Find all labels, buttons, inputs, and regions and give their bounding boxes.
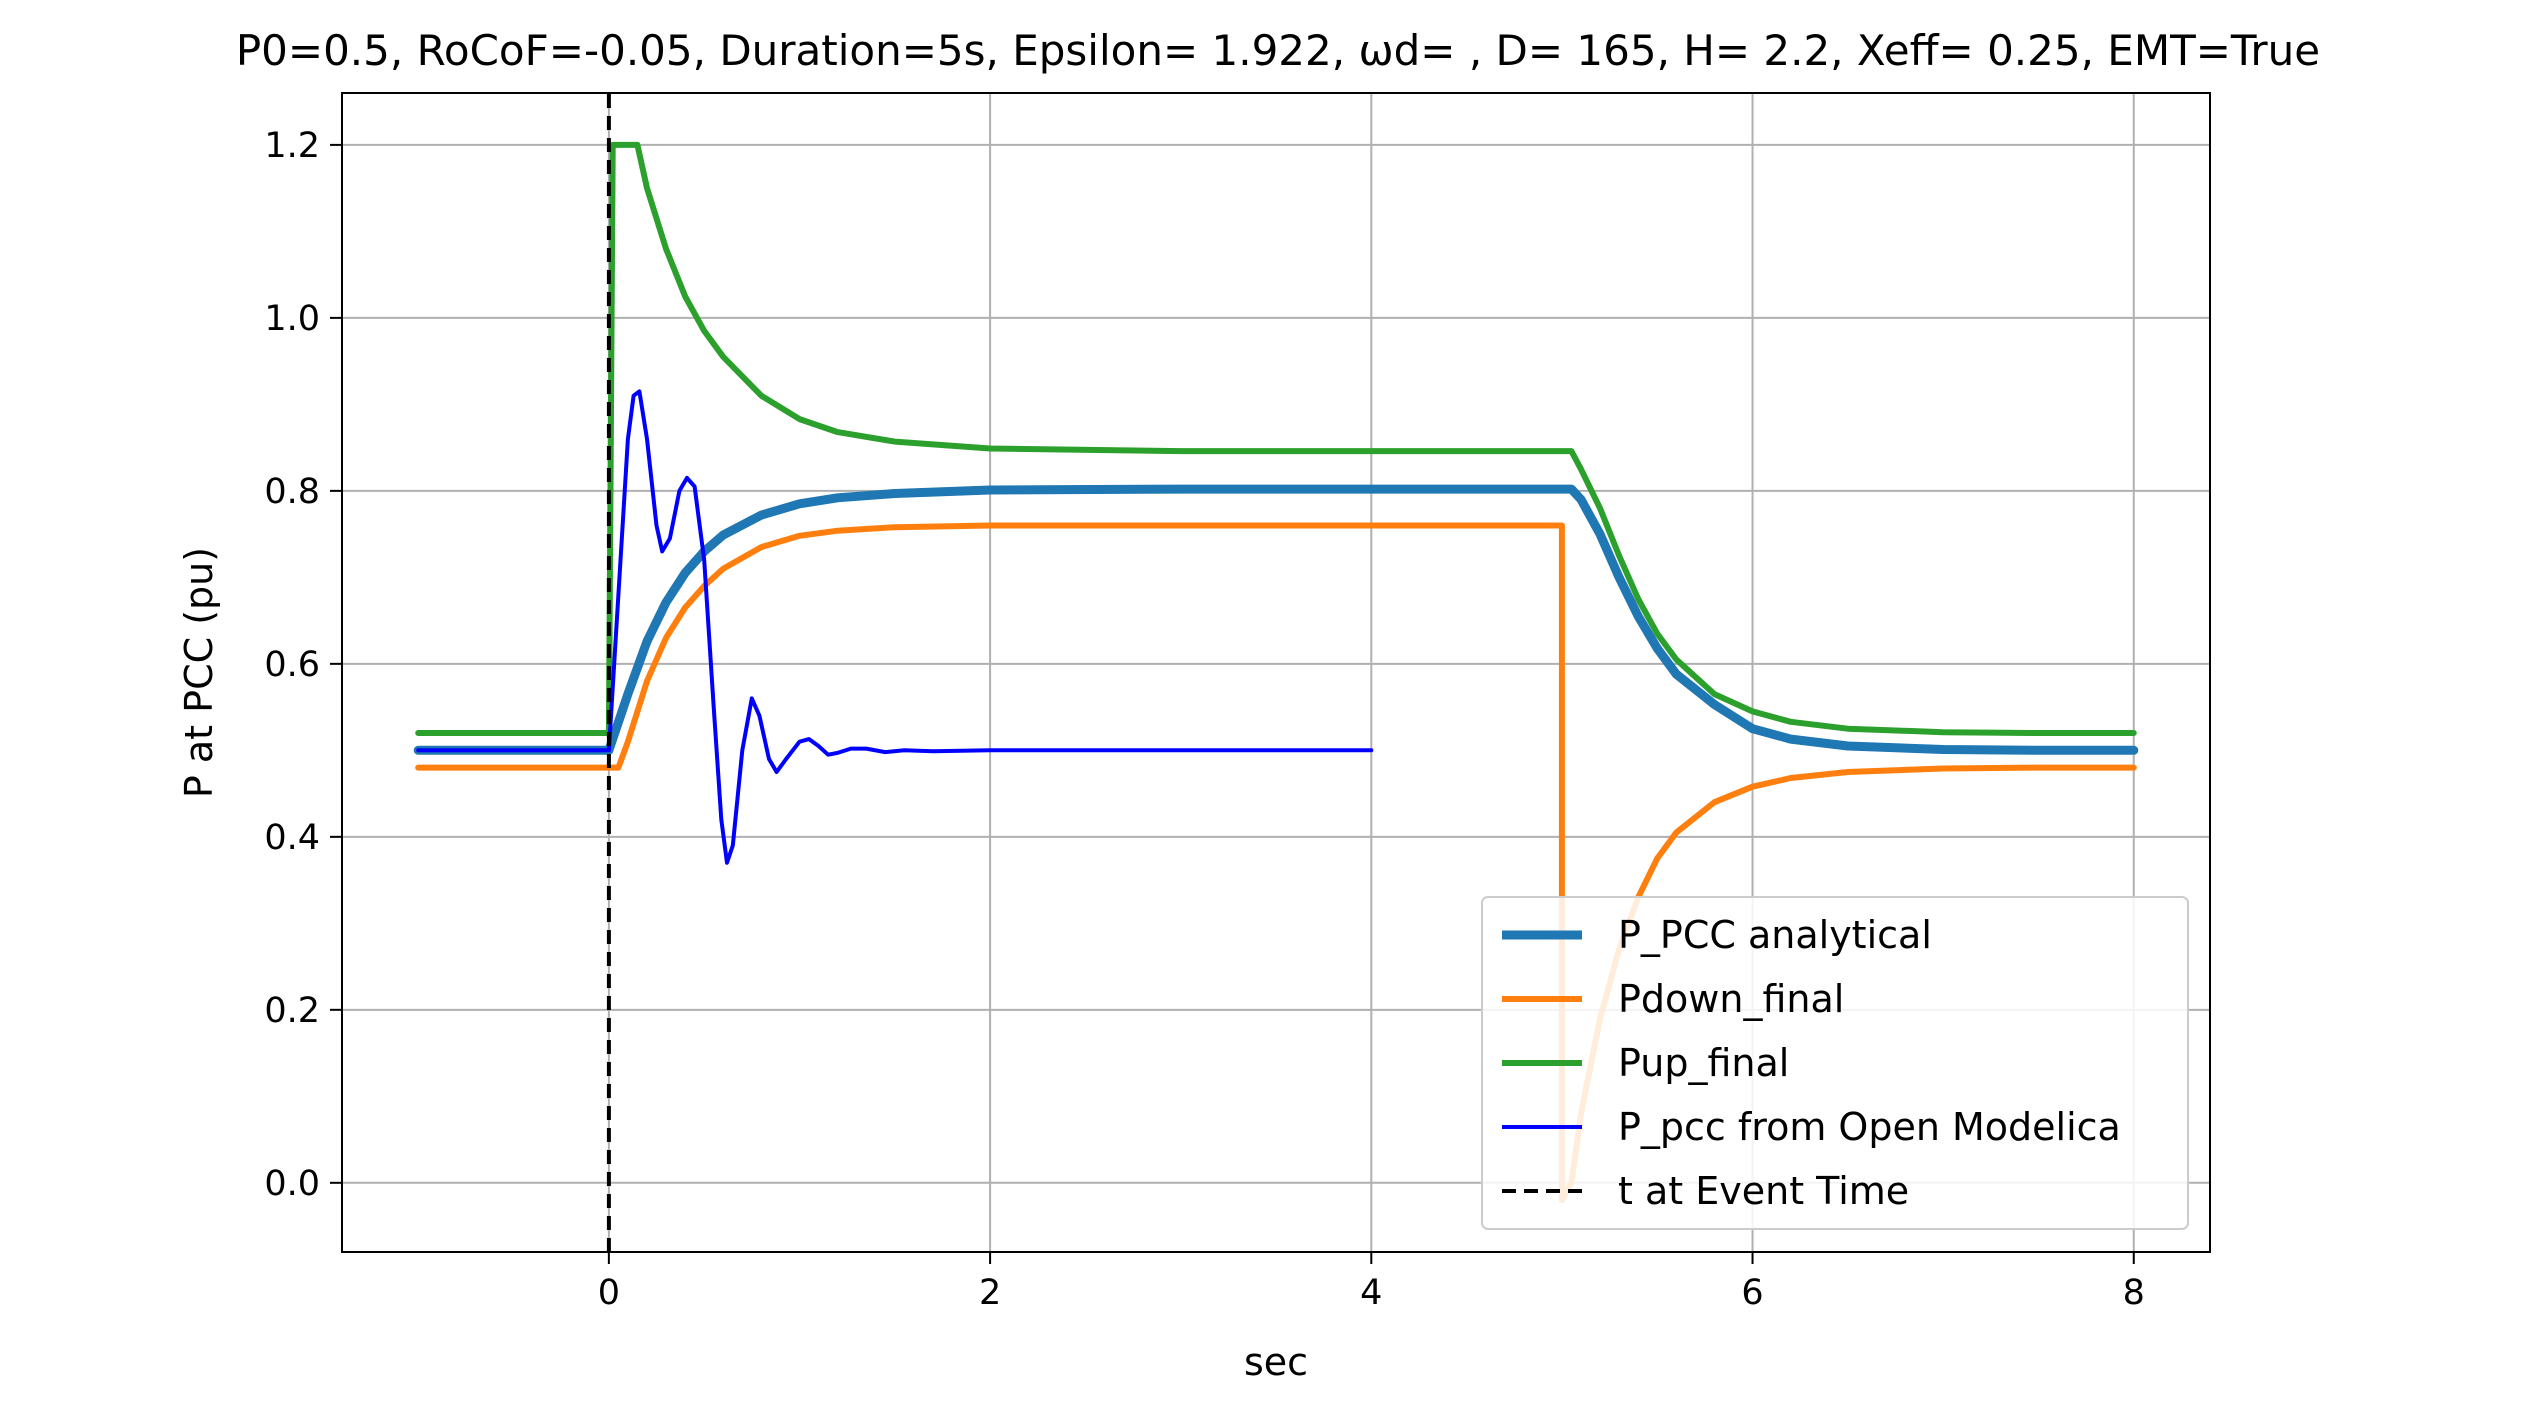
x-tick-label: 2 — [979, 1273, 1001, 1313]
x-axis-label: sec — [1244, 1340, 1308, 1384]
series-line-2 — [415, 522, 2137, 1204]
legend-label: P_PCC analytical — [1618, 913, 1932, 957]
y-tick-label: 0.4 — [264, 818, 320, 858]
y-tick-label: 0.8 — [264, 472, 320, 512]
series-lines — [413, 93, 2139, 1252]
legend: P_PCC analytical Pdown_final Pup_final P_pc… — [1481, 896, 2189, 1230]
x-tick-label: 0 — [598, 1273, 620, 1313]
y-axis-label: P at PCC (pu) — [177, 547, 221, 798]
chart-title: P0=0.5, RoCoF=-0.05, Duration=5s, Epsilo… — [236, 26, 2320, 75]
axis-ticks: 0 2 4 6 8 0.0 0.2 0.4 0.6 0.8 1.0 1.2 — [264, 126, 2145, 1313]
legend-box — [1481, 896, 2189, 1230]
x-tick-label: 8 — [2123, 1273, 2145, 1313]
x-tick-label: 6 — [1741, 1273, 1763, 1313]
y-tick-label: 0.0 — [264, 1164, 320, 1204]
legend-label: t at Event Time — [1618, 1169, 1909, 1213]
y-tick-label: 0.2 — [264, 991, 320, 1031]
legend-label: Pup_final — [1618, 1041, 1789, 1085]
plot-frame — [341, 92, 2211, 1253]
legend-label: Pdown_final — [1618, 977, 1844, 1021]
y-tick-label: 0.6 — [264, 645, 320, 685]
y-tick-label: 1.2 — [264, 126, 320, 166]
series-line-4 — [416, 389, 1374, 865]
series-line-3 — [415, 141, 2137, 736]
legend-label: P_pcc from Open Modelica — [1618, 1105, 2121, 1149]
x-tick-label: 4 — [1360, 1273, 1382, 1313]
y-tick-label: 1.0 — [264, 299, 320, 339]
series-line-1 — [413, 484, 2139, 755]
